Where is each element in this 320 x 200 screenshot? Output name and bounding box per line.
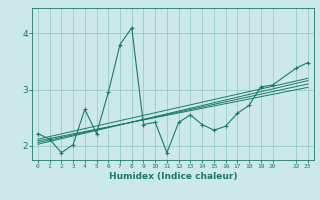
X-axis label: Humidex (Indice chaleur): Humidex (Indice chaleur) <box>108 172 237 181</box>
